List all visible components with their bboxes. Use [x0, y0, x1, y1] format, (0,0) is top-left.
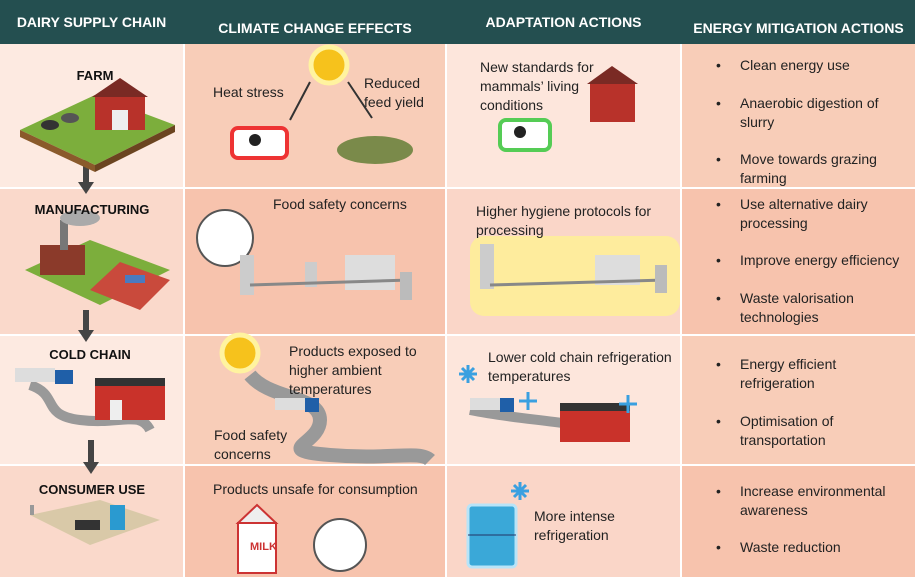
mitigation-item: Waste reduction	[716, 538, 915, 557]
adaptation-text: Lower cold chain refrigeration temperatu…	[488, 348, 673, 386]
feed-icon	[337, 136, 413, 164]
stage-label: COLD CHAIN	[0, 347, 180, 362]
mitigation-item: Energy efficient refrigeration	[716, 355, 870, 393]
mitigation-item: Optimisation of transportation	[716, 412, 870, 450]
column-header: DAIRY SUPPLY CHAIN	[0, 14, 183, 30]
mitigation-item: Improve energy efficiency	[716, 251, 915, 270]
effect-text: Products exposed to higher ambient tempe…	[289, 342, 434, 399]
carton-label: MILK	[250, 538, 277, 557]
effect-text: Food safety concerns	[273, 195, 407, 214]
mitigation-item: Use alternative dairy processing	[716, 195, 890, 233]
column-header: ADAPTATION ACTIONS	[447, 14, 680, 30]
stage-label: MANUFACTURING	[2, 202, 182, 217]
mitigation-item: Increase environmental awareness	[716, 482, 905, 520]
stage-label: CONSUMER USE	[2, 482, 182, 497]
mitigation-item: Anaerobic digestion of slurry	[716, 94, 905, 132]
effect-text: Products unsafe for consumption	[213, 480, 418, 499]
column-header: ENERGY MITIGATION ACTIONS	[682, 20, 915, 36]
adaptation-text: More intense refrigeration	[534, 507, 634, 545]
adaptation-text: New standards for mammals’ living condit…	[480, 58, 620, 115]
stage-label: FARM	[5, 68, 185, 83]
infographic: MILK DAIRY SUPPLY CHAIN CLIMATE CHANGE E…	[0, 0, 915, 577]
mitigation-item: Move towards grazing farming	[716, 150, 900, 188]
adaptation-text: Higher hygiene protocols for processing	[476, 202, 666, 240]
effect-text: Reduced feed yield	[364, 74, 449, 112]
effect-text: Heat stress	[213, 83, 284, 102]
mitigation-item: Clean energy use	[716, 56, 915, 75]
effect-text: Food safety concerns	[214, 426, 304, 464]
mitigation-item: Waste valorisation technologies	[716, 289, 880, 327]
fridge	[468, 505, 516, 567]
column-header: CLIMATE CHANGE EFFECTS	[185, 20, 445, 36]
